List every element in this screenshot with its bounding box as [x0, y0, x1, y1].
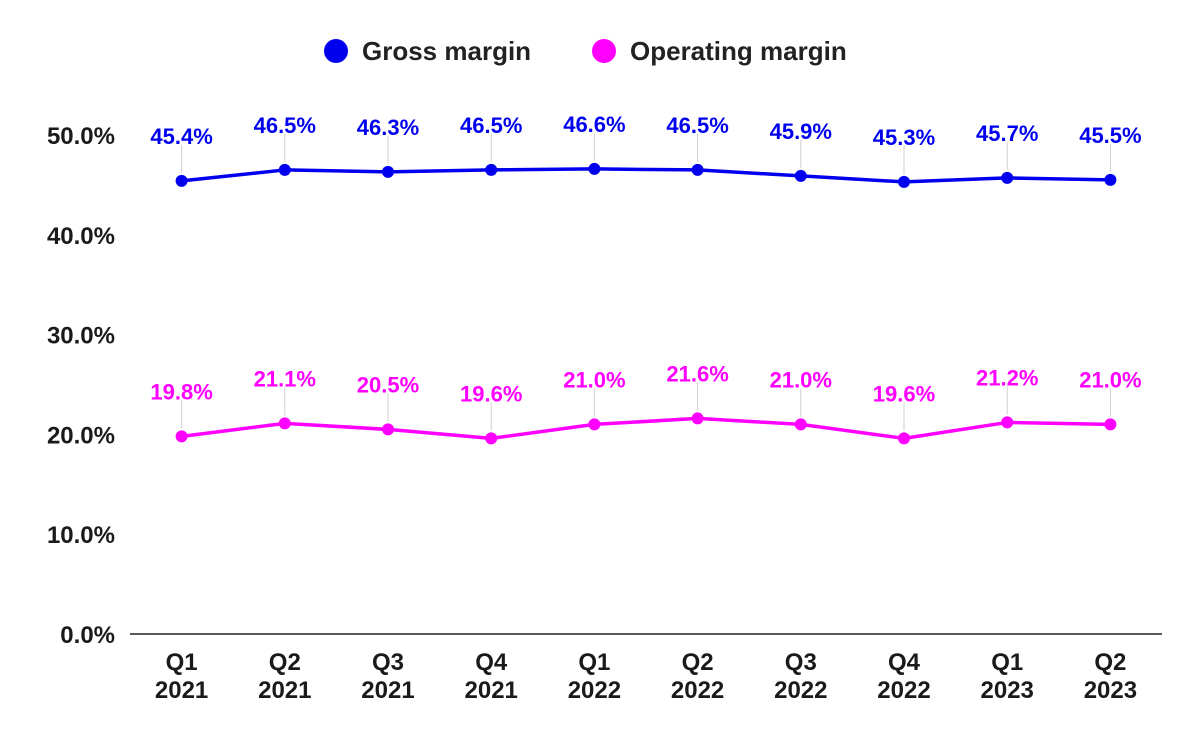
- data-label-operating-margin: 19.8%: [150, 379, 212, 404]
- data-label-operating-margin: 19.6%: [873, 381, 935, 406]
- data-label-gross-margin: 45.5%: [1079, 123, 1141, 148]
- data-label-operating-margin: 19.6%: [460, 381, 522, 406]
- x-axis: Q1 2021 Q2 2021 Q3 2021 Q4 2021 Q1 2022 Q2 2022 Q3 20…: [130, 633, 1162, 704]
- data-point-gross-margin: [1001, 171, 1014, 184]
- data-point-gross-margin: [1104, 173, 1117, 186]
- data-point-gross-margin: [588, 162, 601, 175]
- x-tick-label: Q3 2021: [361, 649, 414, 704]
- x-tick-label: Q2 2021: [258, 649, 311, 704]
- data-label-gross-margin: 46.5%: [460, 113, 522, 138]
- x-tick-label: Q2 2023: [1084, 649, 1137, 704]
- data-label-gross-margin: 46.5%: [666, 113, 728, 138]
- data-point-gross-margin: [485, 163, 498, 176]
- data-point-operating-margin: [898, 432, 910, 445]
- data-label-gross-margin: 46.5%: [254, 113, 316, 138]
- x-tick-label: Q1 2022: [568, 649, 621, 704]
- x-tick-label: Q3 2022: [774, 649, 827, 704]
- x-tick-label: Q4 2022: [877, 649, 930, 704]
- data-point-gross-margin: [382, 165, 394, 178]
- data-point-operating-margin: [1104, 418, 1117, 431]
- data-point-operating-margin: [1001, 416, 1014, 429]
- y-tick-label: 40.0%: [47, 223, 115, 250]
- data-point-gross-margin: [278, 163, 291, 176]
- legend-marker-operating-margin: [592, 39, 616, 63]
- legend-label-gross-margin: Gross margin: [362, 36, 531, 66]
- data-label-gross-margin: 45.7%: [976, 121, 1038, 146]
- legend: Gross margin Operating margin: [324, 36, 847, 66]
- data-point-operating-margin: [382, 423, 394, 436]
- data-point-operating-margin: [588, 418, 601, 431]
- data-point-gross-margin: [691, 163, 704, 176]
- data-label-operating-margin: 21.0%: [1079, 367, 1141, 392]
- data-label-gross-margin: 45.4%: [150, 124, 212, 149]
- series-line-gross-margin: [179, 167, 1113, 184]
- x-tick-label: Q1 2023: [981, 649, 1034, 704]
- y-tick-label: 0.0%: [60, 622, 115, 649]
- data-point-operating-margin: [485, 432, 498, 445]
- data-point-operating-margin: [278, 417, 291, 430]
- data-label-gross-margin: 45.9%: [770, 119, 832, 144]
- data-label-operating-margin: 20.5%: [357, 372, 419, 397]
- series-operating-margin: 19.8% 21.1% 20.5% 19.6% 21.0% 21.6% 21.0% 19.6%…: [150, 361, 1142, 445]
- y-axis: 0.0% 10.0% 20.0% 30.0% 40.0% 50.0%: [47, 123, 115, 649]
- legend-marker-gross-margin: [324, 39, 348, 63]
- series-line-operating-margin: [179, 416, 1113, 441]
- data-point-gross-margin: [898, 175, 910, 188]
- x-tick-label: Q2 2022: [671, 649, 724, 704]
- series-gross-margin: 45.4% 46.5% 46.3% 46.5% 46.6% 46.5% 45.9% 45.3%…: [150, 112, 1142, 188]
- data-label-operating-margin: 21.2%: [976, 365, 1038, 390]
- plot-area: 45.4% 46.5% 46.3% 46.5% 46.6% 46.5% 45.9% 45.3%…: [150, 112, 1142, 445]
- data-point-gross-margin: [794, 169, 807, 182]
- data-label-gross-margin: 46.6%: [563, 112, 625, 137]
- data-point-gross-margin: [175, 174, 188, 187]
- data-point-operating-margin: [691, 412, 704, 425]
- y-tick-label: 30.0%: [47, 323, 115, 350]
- legend-label-operating-margin: Operating margin: [630, 36, 847, 66]
- data-point-operating-margin: [175, 430, 188, 443]
- data-label-operating-margin: 21.1%: [254, 366, 316, 391]
- data-label-operating-margin: 21.6%: [666, 361, 728, 386]
- data-label-operating-margin: 21.0%: [563, 367, 625, 392]
- y-tick-label: 50.0%: [47, 123, 115, 150]
- y-tick-label: 20.0%: [47, 422, 115, 449]
- data-label-gross-margin: 45.3%: [873, 125, 935, 150]
- y-tick-label: 10.0%: [47, 522, 115, 549]
- x-tick-label: Q1 2021: [155, 649, 208, 704]
- x-tick-label: Q4 2021: [465, 649, 518, 704]
- data-label-gross-margin: 46.3%: [357, 115, 419, 140]
- data-point-operating-margin: [794, 418, 807, 431]
- data-label-operating-margin: 21.0%: [770, 367, 832, 392]
